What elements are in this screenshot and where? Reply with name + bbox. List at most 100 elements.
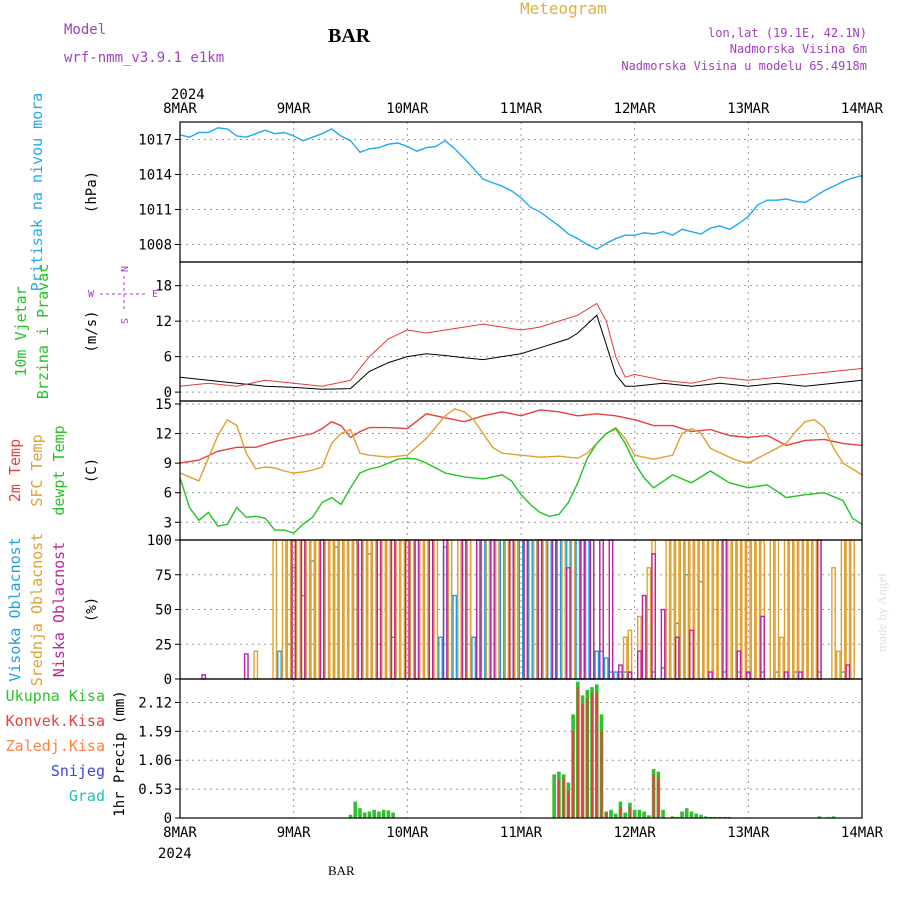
precip-bar — [670, 816, 675, 818]
cloud-bar — [603, 657, 609, 680]
y-axis-unit: (hPa) — [84, 171, 100, 213]
cloud-bar — [291, 539, 297, 680]
precip-bar — [642, 811, 646, 818]
y-tick-label: 3 — [164, 515, 172, 531]
cloud-bar — [528, 539, 533, 680]
cloud-bar — [314, 539, 320, 680]
cloud-bar — [798, 671, 803, 680]
cloud-bar — [272, 539, 278, 680]
speed-series-line — [179, 314, 863, 390]
cloud-bar — [281, 539, 287, 680]
precip-bar — [684, 808, 689, 818]
time-tick-top-label: 13MAR — [727, 101, 770, 117]
precip-bar — [632, 809, 637, 818]
compass-rose: W E N S — [88, 266, 158, 324]
time-tick-top-label: 11MAR — [500, 101, 543, 117]
precip-bar — [619, 807, 622, 818]
cloud-bar — [641, 594, 647, 680]
cloud-bar — [547, 539, 552, 680]
precip-bar — [623, 812, 627, 818]
cloud-bar — [447, 539, 453, 680]
y-axis-unit: (m/s) — [84, 310, 100, 352]
time-tick-bottom-label: 13MAR — [727, 825, 770, 841]
year-label-top: 2024 — [171, 87, 205, 103]
precip-bar — [386, 810, 391, 818]
panel-title: dewpt Temp — [50, 425, 68, 515]
cloud-bar — [708, 671, 713, 680]
precip-bar — [358, 808, 362, 818]
cloud-bar — [674, 636, 680, 680]
precip-bar — [567, 790, 570, 818]
cloud-bar — [679, 539, 685, 680]
location-coordinates: lon,lat (19.1E, 42.1N) — [708, 26, 867, 40]
y-tick-label: 12 — [155, 427, 172, 443]
wind-frame — [179, 261, 863, 402]
year-label-bottom: 2024 — [158, 846, 192, 862]
legend-label: Snijeg — [51, 762, 105, 780]
cloud-bar — [518, 539, 524, 680]
time-tick-bottom-label: 12MAR — [614, 825, 657, 841]
precip-bar — [699, 814, 703, 818]
panel-title: Pritisak na nivou mora — [28, 93, 46, 292]
cloud-bar — [835, 650, 841, 680]
y-tick-label: 1.59 — [138, 724, 172, 740]
precip-bar — [581, 703, 584, 818]
y-tick-label: 100 — [147, 533, 172, 549]
precip-bar — [576, 687, 579, 818]
cloud-bar — [698, 539, 704, 680]
legend-label: Konvek.Kisa — [6, 712, 105, 730]
cloud-bar — [651, 553, 657, 680]
cloud-bar — [452, 594, 458, 680]
time-tick-top-label: 12MAR — [614, 101, 657, 117]
chart-layers: 8MAR 8MAR 9MAR 9MAR 10MAR 10MAR 11MAR 11MAR 12MA… — [6, 93, 884, 841]
cloud-bar — [414, 539, 420, 680]
precip-bar — [367, 811, 372, 818]
precip-bar — [600, 730, 603, 818]
cloud-bar — [840, 539, 846, 680]
model-name: wrf-nmm_v3.9.1 e1km — [64, 50, 224, 66]
precip-bar — [590, 692, 594, 818]
precip-bar — [372, 809, 376, 818]
sfc-temp-series-line — [179, 408, 863, 482]
cloud-bar — [731, 539, 737, 680]
cloud-bar — [594, 650, 600, 680]
y-tick-label: 50 — [155, 603, 172, 619]
cloud-bar — [385, 539, 391, 680]
pressure-frame — [179, 121, 863, 263]
panel-title: Niska Oblacnost — [50, 542, 68, 677]
pressure-series-line — [179, 127, 863, 251]
precip-frame — [179, 678, 863, 819]
legend-label: Zaledj.Kisa — [6, 737, 105, 755]
y-tick-label: 9 — [164, 456, 172, 472]
time-tick-bottom-label: 9MAR — [277, 825, 311, 841]
precip-bar — [391, 812, 395, 818]
cloud-bar — [769, 539, 775, 680]
panel-title: Visoka Oblacnost — [6, 537, 24, 682]
y-tick-label: 0 — [164, 672, 172, 688]
precip-bar — [637, 809, 642, 818]
cloud-bar — [338, 539, 344, 680]
cloud-bar — [745, 539, 751, 680]
precip-bar — [628, 807, 632, 818]
y-tick-label: 6 — [164, 486, 172, 502]
station-elevation: Nadmorska Visina 6m — [730, 42, 867, 56]
cloud-bar — [499, 539, 505, 680]
cloud-bar — [816, 539, 822, 680]
y-tick-label: 15 — [155, 397, 172, 413]
y-tick-label: 1008 — [138, 238, 172, 254]
cloud-bar — [319, 539, 325, 680]
cloud-bar — [703, 539, 709, 680]
cloud-bar — [409, 539, 415, 680]
legend-label: Grad — [69, 787, 105, 805]
cloud-bar — [807, 539, 813, 680]
time-tick-bottom-label: 14MAR — [841, 825, 884, 841]
cloud-bar — [367, 539, 372, 680]
precip-bar — [703, 816, 708, 818]
cloud-bar — [457, 539, 462, 680]
model-elevation: Nadmorska Visina u modelu 65.4918m — [621, 59, 867, 73]
y-axis-unit: (%) — [84, 597, 100, 622]
clouds-panel: 0 25 50 75 100 Visoka Oblacnost Srednja Oblacn… — [6, 533, 863, 688]
cloud-bar — [404, 539, 410, 680]
cloud-bar — [637, 650, 642, 680]
watermark: made by Angel — [874, 573, 889, 652]
